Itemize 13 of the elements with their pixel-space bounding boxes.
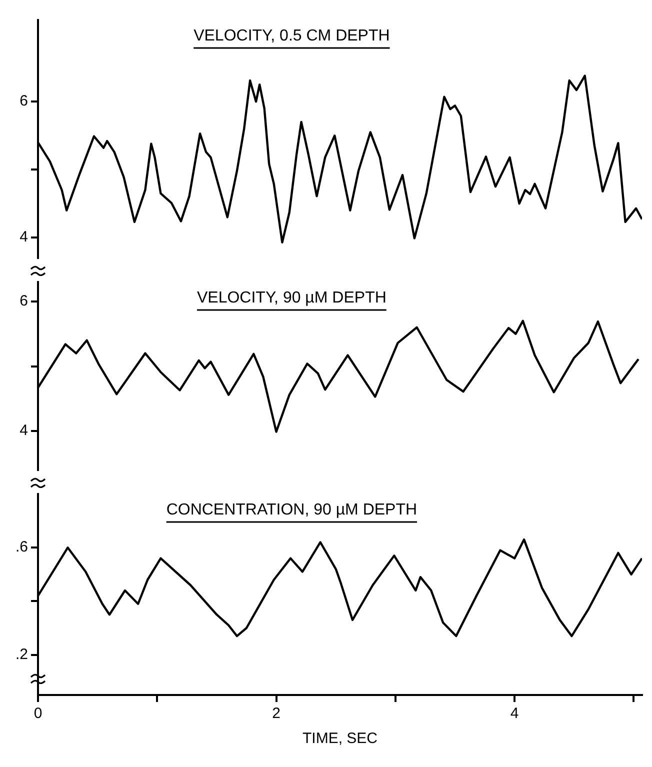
y-tick-label: 4 [20,228,28,246]
y-tick-label: .6 [15,538,28,556]
x-tick-label: 4 [510,705,519,722]
y-tick-label: 6 [20,92,28,110]
y-tick-label: 4 [20,422,28,440]
y-tick-label: .2 [15,646,28,663]
x-tick-label: 0 [34,705,42,722]
text: VELOCITY, 0.5 CM DEPTH [194,27,390,44]
x-tick-label: 2 [272,705,280,722]
chart-title: VELOCITY, 90 µM DEPTH [196,289,386,306]
y-tick-label: 6 [20,292,28,310]
x-axis-title: TIME, SEC [302,730,378,748]
text: CONCENTRATION, 90 µM DEPTH [166,501,418,518]
